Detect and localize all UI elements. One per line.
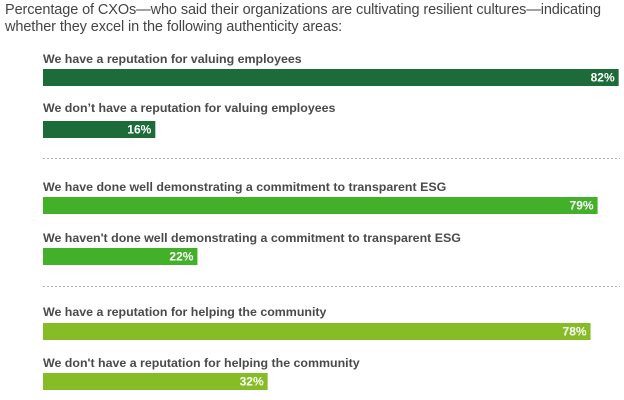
bar <box>43 121 156 138</box>
category-label: We haven't done well demonstrating a com… <box>43 231 461 245</box>
bar-value-label: 32% <box>240 375 264 389</box>
category-label: We don’t have a reputation for valuing e… <box>43 101 335 115</box>
bar <box>43 373 268 390</box>
bar-value-label: 16% <box>127 123 151 137</box>
category-label: We don't have a reputation for helping t… <box>43 356 360 370</box>
bar-value-label: 82% <box>591 71 615 85</box>
category-label: We have a reputation for helping the com… <box>43 305 327 319</box>
category-label: We have a reputation for valuing employe… <box>43 52 302 66</box>
bar-value-label: 79% <box>570 199 594 213</box>
bar <box>43 248 198 265</box>
bar <box>43 197 598 214</box>
bar <box>43 323 591 340</box>
bar-value-label: 22% <box>169 250 193 264</box>
category-label: We have done well demonstrating a commit… <box>43 180 446 194</box>
chart-title: Percentage of CXOs—who said their organi… <box>5 2 601 35</box>
bar <box>43 69 619 86</box>
bar-value-label: 78% <box>563 325 587 339</box>
